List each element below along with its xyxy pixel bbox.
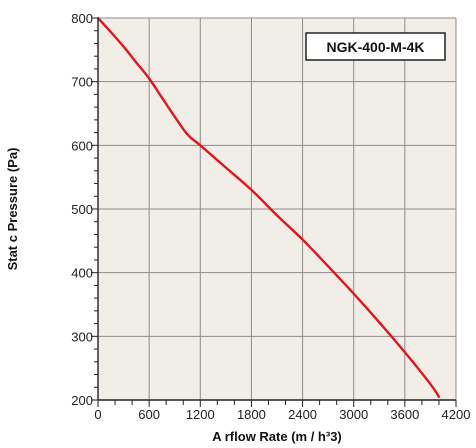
y-axis-title: Stat c Pressure (Pa): [5, 148, 20, 271]
x-axis-title: A rflow Rate (m / h³3): [212, 429, 342, 444]
x-tick-label: 3000: [339, 407, 368, 422]
y-tick-label: 300: [71, 329, 93, 344]
y-tick-labels: 200 300 400 500 600 700 800: [71, 11, 93, 408]
x-tick-label: 0: [94, 407, 101, 422]
series-layer: [96, 16, 441, 399]
grid: [98, 17, 457, 400]
x-tick-labels: 0 600 1200 1800 2400 3000 3600 4200: [94, 407, 470, 422]
model-label-frame: [305, 32, 446, 61]
pressure-curve: [96, 16, 441, 399]
y-tick-label: 700: [71, 75, 93, 90]
model-label: NGK-400-M-4K: [326, 39, 424, 55]
x-tick-label: 3600: [390, 407, 419, 422]
y-tick-label: 400: [71, 266, 93, 281]
y-tick-label: 800: [71, 11, 93, 26]
x-tick-label: 1200: [186, 407, 215, 422]
y-tick-label: 500: [71, 202, 93, 217]
x-tick-label: 1800: [237, 407, 266, 422]
x-tick-label: 2400: [288, 407, 317, 422]
y-tick-label: 600: [71, 138, 93, 153]
y-tick-label: 200: [71, 393, 93, 408]
model-label-box: NGK-400-M-4K: [305, 32, 446, 61]
x-tick-label: 4200: [442, 407, 471, 422]
x-tick-label: 600: [138, 407, 160, 422]
